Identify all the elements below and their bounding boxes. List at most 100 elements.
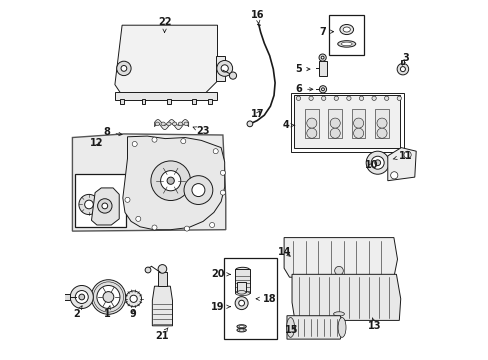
Circle shape: [376, 128, 386, 138]
Circle shape: [346, 96, 350, 100]
Circle shape: [84, 200, 93, 209]
Circle shape: [366, 151, 388, 174]
Polygon shape: [294, 95, 400, 148]
Circle shape: [370, 156, 384, 169]
Bar: [215, 56, 224, 81]
Circle shape: [125, 197, 130, 202]
Text: 8: 8: [103, 127, 122, 138]
Bar: [328, 109, 342, 138]
Text: 4: 4: [282, 120, 294, 130]
Polygon shape: [91, 188, 119, 225]
Ellipse shape: [343, 27, 349, 32]
Ellipse shape: [235, 291, 249, 296]
Text: 23: 23: [193, 126, 209, 136]
Circle shape: [321, 96, 325, 100]
Bar: [142, 99, 145, 104]
Circle shape: [376, 118, 386, 128]
Bar: [208, 99, 212, 104]
Circle shape: [403, 151, 410, 158]
Circle shape: [121, 66, 126, 71]
Bar: [290, 93, 403, 152]
Ellipse shape: [337, 318, 346, 337]
Circle shape: [306, 128, 316, 138]
Circle shape: [229, 72, 236, 79]
Ellipse shape: [341, 42, 351, 46]
Text: 22: 22: [158, 17, 171, 32]
Text: 2: 2: [73, 306, 82, 319]
Text: 21: 21: [155, 328, 168, 341]
Bar: [401, 60, 404, 64]
Polygon shape: [284, 238, 397, 277]
Circle shape: [321, 88, 324, 91]
Circle shape: [220, 170, 225, 175]
Ellipse shape: [339, 24, 353, 35]
Circle shape: [235, 297, 247, 310]
Circle shape: [306, 118, 316, 128]
Ellipse shape: [178, 122, 182, 126]
Polygon shape: [152, 286, 172, 326]
Circle shape: [167, 177, 174, 184]
Circle shape: [70, 285, 93, 309]
Text: 7: 7: [319, 27, 333, 37]
Text: 3: 3: [402, 53, 408, 66]
Ellipse shape: [161, 122, 165, 126]
Text: 9: 9: [129, 309, 136, 319]
Circle shape: [75, 291, 88, 303]
Circle shape: [79, 294, 84, 300]
Circle shape: [296, 96, 300, 100]
Text: 19: 19: [211, 302, 230, 312]
Circle shape: [353, 128, 363, 138]
Circle shape: [321, 56, 324, 59]
Text: 18: 18: [256, 294, 276, 304]
Circle shape: [359, 96, 363, 100]
Bar: [305, 109, 318, 138]
Circle shape: [308, 96, 313, 100]
Bar: [351, 109, 365, 138]
Text: 1: 1: [103, 306, 110, 319]
Circle shape: [238, 300, 244, 306]
Circle shape: [79, 194, 99, 215]
Ellipse shape: [166, 122, 171, 126]
Ellipse shape: [235, 267, 249, 273]
Circle shape: [130, 295, 137, 302]
Polygon shape: [286, 316, 343, 339]
Circle shape: [390, 172, 397, 179]
Ellipse shape: [286, 318, 294, 337]
Circle shape: [103, 292, 114, 302]
Text: 15: 15: [285, 325, 298, 336]
Bar: [75, 174, 125, 227]
Polygon shape: [72, 134, 225, 231]
Circle shape: [329, 128, 340, 138]
Circle shape: [152, 137, 157, 142]
Circle shape: [371, 96, 375, 100]
Circle shape: [158, 265, 166, 273]
Circle shape: [216, 60, 232, 76]
Bar: [167, 99, 170, 104]
Ellipse shape: [172, 122, 177, 126]
Circle shape: [183, 176, 212, 204]
Circle shape: [329, 118, 340, 128]
Bar: [223, 258, 276, 339]
Ellipse shape: [337, 41, 355, 47]
Ellipse shape: [239, 325, 244, 328]
Circle shape: [117, 61, 131, 76]
Bar: [158, 272, 166, 286]
Circle shape: [246, 121, 252, 127]
Circle shape: [384, 96, 388, 100]
Bar: [120, 99, 123, 104]
Polygon shape: [115, 92, 217, 100]
Bar: [374, 109, 388, 138]
Circle shape: [151, 161, 190, 201]
Circle shape: [400, 67, 405, 72]
Circle shape: [145, 267, 151, 273]
Ellipse shape: [237, 291, 245, 294]
Circle shape: [353, 118, 363, 128]
Circle shape: [98, 199, 112, 213]
Bar: [235, 269, 249, 293]
Circle shape: [160, 171, 181, 191]
Text: 17: 17: [250, 109, 264, 120]
Ellipse shape: [333, 312, 344, 316]
Circle shape: [333, 96, 338, 100]
Circle shape: [220, 190, 225, 195]
Circle shape: [136, 216, 141, 221]
